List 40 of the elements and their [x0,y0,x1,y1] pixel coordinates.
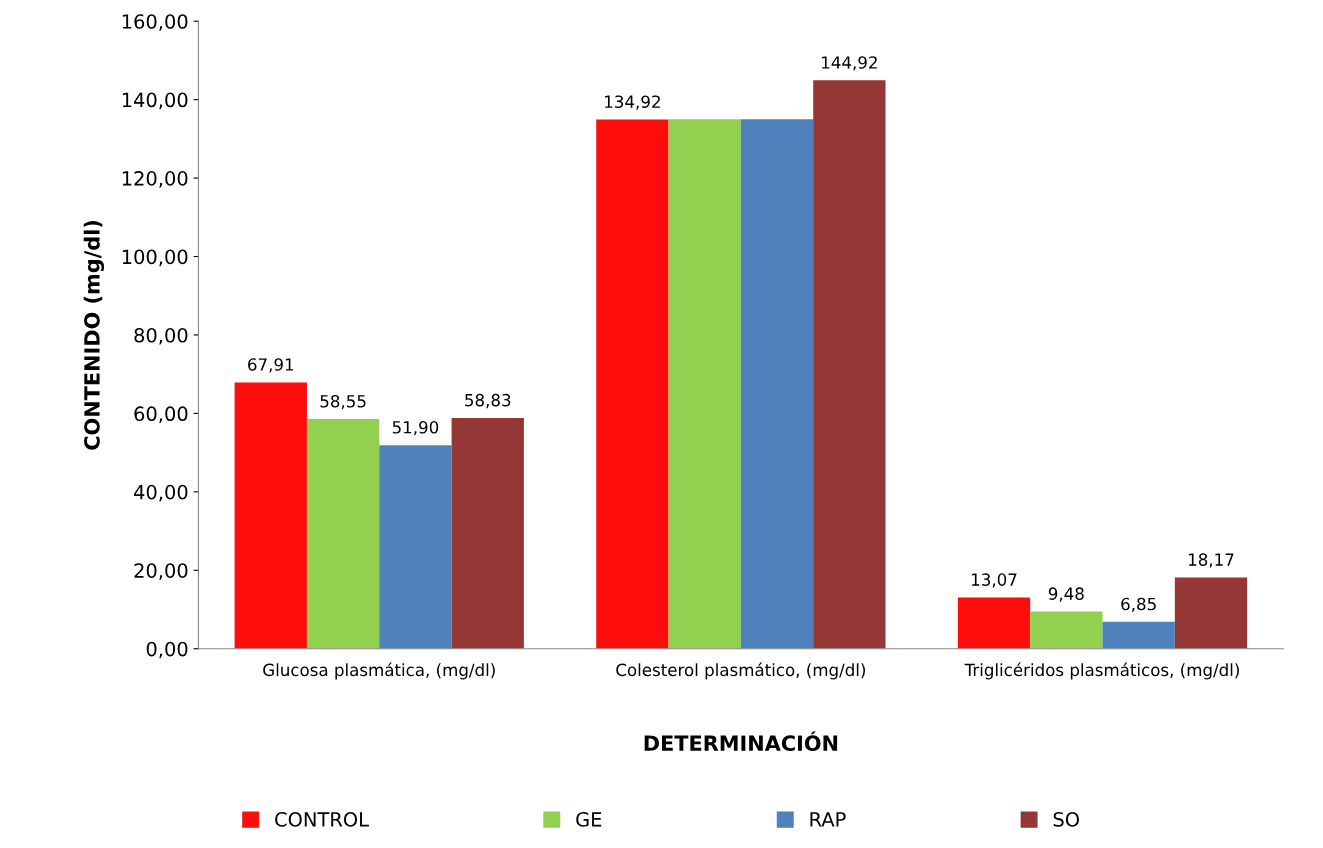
legend-label: GE [576,812,602,827]
x-tick-label: Colesterol plasmático, (mg/dl) [616,662,866,680]
bar [813,80,886,649]
data-label: 58,55 [320,394,366,410]
bar [306,419,380,649]
y-tick-label: 40,00 [134,484,188,502]
bar [1102,621,1175,649]
y-tick-label: 0,00 [146,641,188,659]
data-label: 144,92 [822,56,877,71]
data-label: 13,07 [971,573,1017,588]
legend-label: RAP [810,812,846,827]
data-label: 58,83 [465,393,511,409]
y-tick-label: 120,00 [122,171,188,188]
y-tick-label: 80,00 [134,327,188,345]
y-tick-label: 60,00 [134,406,188,424]
bar [740,119,814,649]
data-label: 134,92 [605,95,660,110]
bar [957,597,1031,649]
data-label: 9,48 [1048,587,1084,602]
data-label: 18,17 [1188,553,1234,568]
data-label: 67,91 [248,358,294,373]
bar [1174,577,1248,649]
y-tick-label: 100,00 [122,249,188,267]
bar [1030,611,1103,649]
y-axis-title: CONTENIDO (mg/dl) [83,220,105,450]
legend-label: SO [1053,812,1079,827]
x-tick-label: Glucosa plasmática, (mg/dl) [263,662,495,680]
data-label: 51,90 [392,421,439,436]
bar [451,417,524,649]
bar [596,119,669,649]
bar [234,382,307,649]
data-label: 6,85 [1121,597,1156,612]
x-tick-label: Triglicéridos plasmáticos, (mg/dl) [964,662,1239,680]
bar [379,445,452,649]
bar [668,119,741,649]
x-axis-title: DETERMINACIÓN [644,731,838,752]
y-tick-label: 140,00 [122,92,188,110]
y-tick-label: 20,00 [134,563,188,580]
legend-label: CONTROL [275,812,369,827]
y-tick-label: 160,00 [122,14,188,31]
